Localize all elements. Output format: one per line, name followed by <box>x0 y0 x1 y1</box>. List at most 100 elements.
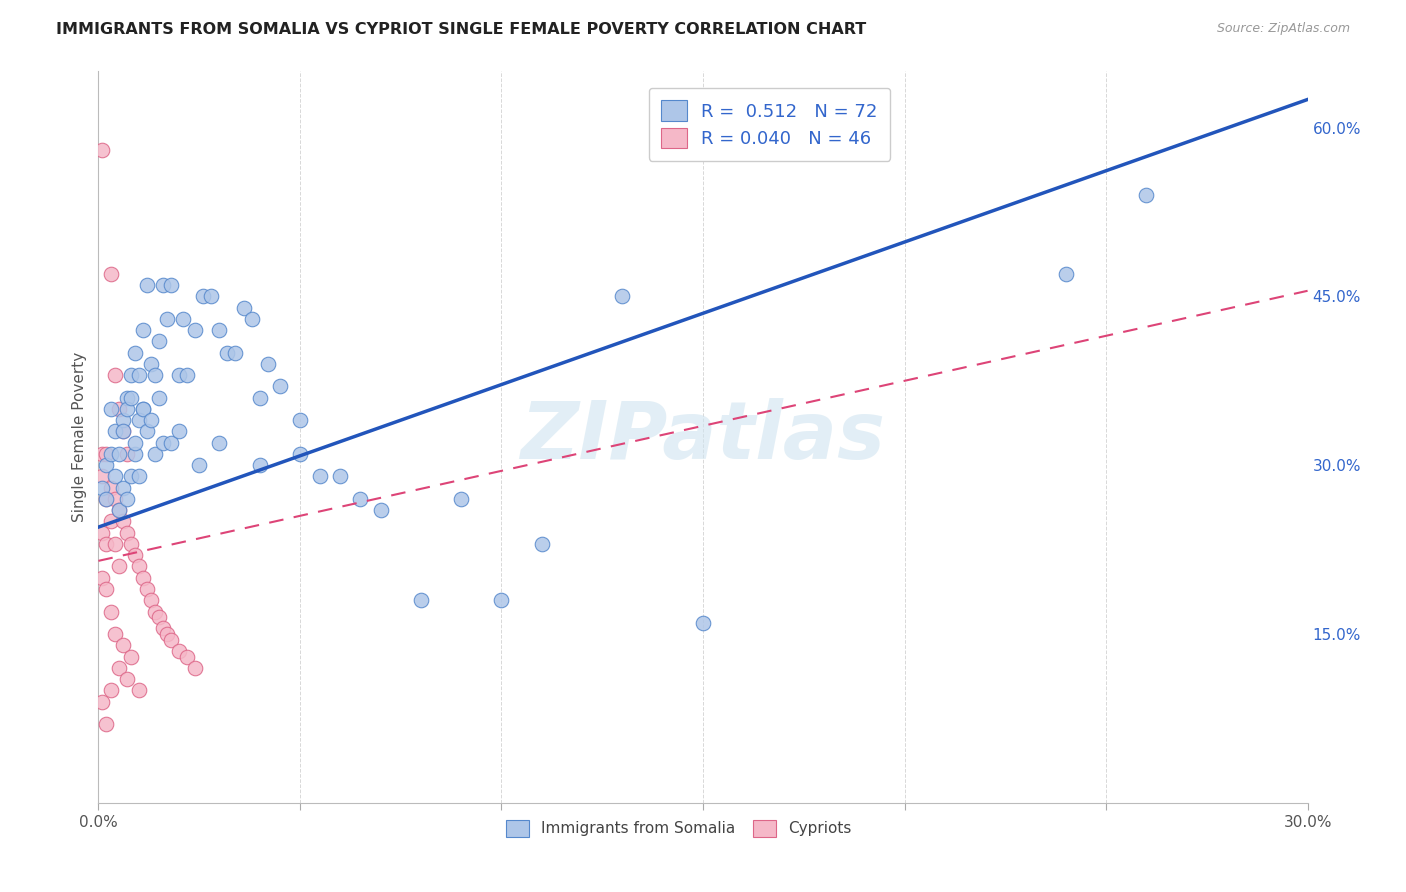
Point <box>135 582 157 596</box>
Point <box>152 435 174 450</box>
Point <box>409 593 432 607</box>
Point <box>120 368 142 383</box>
Point <box>115 491 138 506</box>
Point <box>124 345 146 359</box>
Point <box>115 391 138 405</box>
Point <box>256 357 278 371</box>
Point <box>100 401 122 416</box>
Point <box>530 537 553 551</box>
Point <box>160 435 183 450</box>
Point <box>309 469 332 483</box>
Point <box>96 537 118 551</box>
Point <box>128 368 150 383</box>
Point <box>100 515 122 529</box>
Point <box>148 334 170 349</box>
Point <box>124 447 146 461</box>
Point <box>167 368 190 383</box>
Point <box>269 379 291 393</box>
Point <box>132 401 155 416</box>
Point <box>128 469 150 483</box>
Point <box>91 447 114 461</box>
Point <box>152 621 174 635</box>
Point <box>143 447 166 461</box>
Point <box>139 413 162 427</box>
Text: ZIPatlas: ZIPatlas <box>520 398 886 476</box>
Point <box>370 503 392 517</box>
Point <box>612 289 634 303</box>
Point <box>100 605 122 619</box>
Point <box>167 425 190 439</box>
Point <box>143 368 166 383</box>
Point <box>152 278 174 293</box>
Point <box>188 458 211 473</box>
Point <box>107 503 129 517</box>
Point <box>160 278 183 293</box>
Point <box>91 481 114 495</box>
Point <box>111 413 134 427</box>
Point <box>91 525 114 540</box>
Text: IMMIGRANTS FROM SOMALIA VS CYPRIOT SINGLE FEMALE POVERTY CORRELATION CHART: IMMIGRANTS FROM SOMALIA VS CYPRIOT SINGL… <box>56 22 866 37</box>
Point <box>103 368 125 383</box>
Point <box>450 491 472 506</box>
Point <box>96 717 118 731</box>
Point <box>120 649 142 664</box>
Point <box>124 548 146 562</box>
Point <box>232 301 254 315</box>
Point <box>100 481 122 495</box>
Point <box>111 425 134 439</box>
Point <box>120 391 142 405</box>
Point <box>156 312 179 326</box>
Point <box>1054 267 1077 281</box>
Point <box>349 491 371 506</box>
Point <box>184 323 207 337</box>
Point <box>135 425 157 439</box>
Point <box>139 357 162 371</box>
Point <box>91 469 114 483</box>
Point <box>100 447 122 461</box>
Point <box>96 458 118 473</box>
Point <box>240 312 263 326</box>
Point <box>107 559 129 574</box>
Point <box>135 278 157 293</box>
Point <box>111 515 134 529</box>
Point <box>100 267 122 281</box>
Point <box>91 571 114 585</box>
Point <box>132 401 155 416</box>
Point <box>107 503 129 517</box>
Point <box>167 644 190 658</box>
Point <box>208 323 231 337</box>
Point <box>160 632 183 647</box>
Point <box>193 289 215 303</box>
Point <box>100 683 122 698</box>
Point <box>148 610 170 624</box>
Point <box>96 447 118 461</box>
Point <box>107 401 129 416</box>
Point <box>692 615 714 630</box>
Point <box>128 683 150 698</box>
Point <box>111 638 134 652</box>
Point <box>91 143 114 157</box>
Legend: Immigrants from Somalia, Cypriots: Immigrants from Somalia, Cypriots <box>499 814 858 843</box>
Point <box>249 458 271 473</box>
Text: Source: ZipAtlas.com: Source: ZipAtlas.com <box>1216 22 1350 36</box>
Point <box>200 289 222 303</box>
Point <box>124 435 146 450</box>
Point <box>143 605 166 619</box>
Point <box>132 571 155 585</box>
Point <box>96 491 118 506</box>
Point <box>288 447 311 461</box>
Point <box>115 447 138 461</box>
Point <box>176 368 198 383</box>
Point <box>1135 188 1157 202</box>
Point <box>103 627 125 641</box>
Point <box>249 391 271 405</box>
Point <box>96 582 118 596</box>
Point <box>184 661 207 675</box>
Point <box>132 323 155 337</box>
Point <box>176 649 198 664</box>
Point <box>156 627 179 641</box>
Point <box>128 559 150 574</box>
Point <box>103 469 125 483</box>
Point <box>115 525 138 540</box>
Point <box>103 425 125 439</box>
